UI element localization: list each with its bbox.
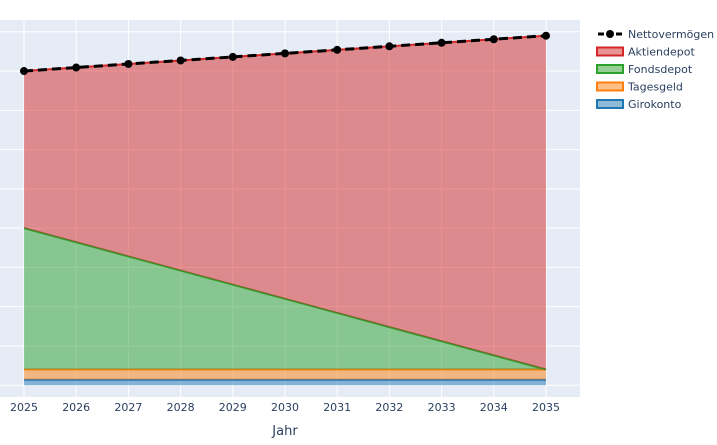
x-tick-label: 2026 (62, 401, 90, 414)
x-axis-ticks: 2025 2026 2027 2028 2029 2030 2031 2032 2033 2034… (10, 401, 560, 414)
x-tick-label: 2033 (428, 401, 456, 414)
total-point[interactable] (124, 59, 133, 68)
legend[interactable]: Nettovermögen Aktiendepot Fondsdepot Tagesg… (596, 28, 714, 111)
x-tick-label: 2029 (219, 401, 247, 414)
legend-label: Aktiendepot (628, 46, 695, 59)
total-point[interactable] (281, 49, 289, 58)
legend-label: Fondsdepot (628, 63, 693, 76)
total-point[interactable] (542, 31, 550, 40)
total-point[interactable] (176, 56, 185, 65)
x-tick-label: 2027 (114, 401, 142, 414)
legend-symbol (596, 64, 624, 74)
legend-label: Nettovermögen (628, 28, 714, 41)
x-tick-label: 2025 (10, 401, 38, 414)
x-tick-label: 2032 (375, 401, 403, 414)
legend-symbol (596, 81, 624, 92)
total-point[interactable] (437, 38, 446, 47)
legend-marker (606, 30, 614, 38)
total-point[interactable] (489, 35, 498, 44)
x-tick-label: 2030 (271, 401, 299, 414)
area-layers (23, 34, 547, 386)
total-line-path (23, 34, 547, 73)
area-girokonto[interactable] (24, 379, 546, 386)
legend-symbol (596, 46, 624, 57)
legend-label: Tagesgeld (627, 81, 683, 94)
x-tick-label: 2034 (480, 401, 508, 414)
legend-label: Girokonto (628, 98, 682, 111)
legend-item[interactable]: Nettovermögen (598, 28, 714, 41)
x-tick-label: 2028 (167, 401, 195, 414)
total-point[interactable] (228, 52, 237, 61)
total-point[interactable] (72, 63, 81, 72)
legend-item[interactable]: Girokonto (596, 98, 682, 111)
legend-item[interactable]: Fondsdepot (596, 63, 693, 76)
total-line (20, 31, 550, 76)
legend-item[interactable]: Tagesgeld (596, 81, 683, 94)
area-aktiendepot[interactable] (24, 35, 546, 370)
legend-symbol (596, 99, 624, 109)
total-point[interactable] (20, 67, 28, 76)
x-axis-title: Jahr (271, 424, 298, 439)
legend-item[interactable]: Aktiendepot (596, 46, 695, 59)
x-tick-label: 2035 (532, 401, 560, 414)
area-tagesgeld[interactable] (24, 369, 546, 380)
total-point[interactable] (385, 42, 394, 51)
total-point[interactable] (333, 45, 342, 54)
x-tick-label: 2031 (323, 401, 351, 414)
